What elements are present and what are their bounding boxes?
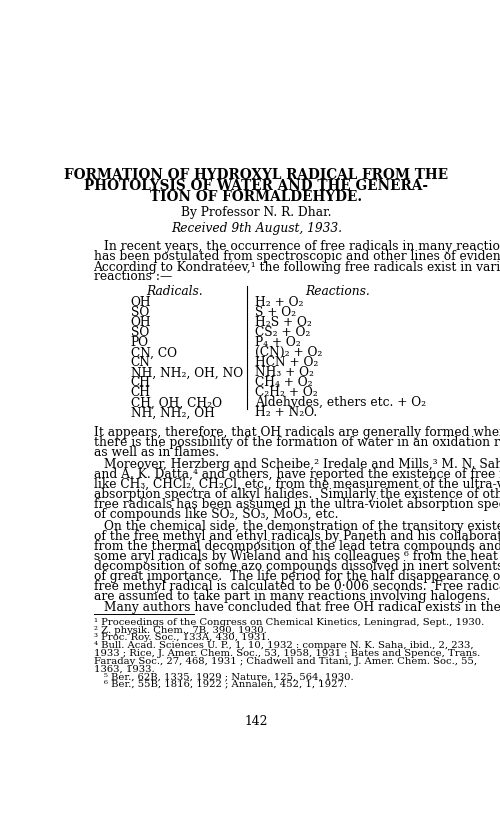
Text: of great importance.  The life period for the half disappearance of the: of great importance. The life period for…: [94, 570, 500, 582]
Text: It appears, therefore, that OH radicals are generally formed whenever: It appears, therefore, that OH radicals …: [94, 426, 500, 439]
Text: free methyl radical is calculated to be 0·006 seconds.  Free radicals: free methyl radical is calculated to be …: [94, 580, 500, 592]
Text: H₂ + N₂O.: H₂ + N₂O.: [254, 406, 317, 420]
Text: absorption spectra of alkyl halides.  Similarly the existence of other: absorption spectra of alkyl halides. Sim…: [94, 488, 500, 501]
Text: Faraday Soc., 27, 468, 1931 ; Chadwell and Titani, J. Amer. Chem. Soc., 55,: Faraday Soc., 27, 468, 1931 ; Chadwell a…: [94, 657, 476, 666]
Text: CH₄ + O₂: CH₄ + O₂: [254, 377, 312, 389]
Text: (CN)₂ + O₂: (CN)₂ + O₂: [254, 346, 322, 359]
Text: Aldehydes, ethers etc. + O₂: Aldehydes, ethers etc. + O₂: [254, 396, 426, 410]
Text: CN, CO: CN, CO: [130, 346, 176, 359]
Text: CH: CH: [130, 377, 150, 389]
Text: 1933 ; Rice, J. Amer. Chem. Soc., 53, 1958, 1931 ; Bates and Spence, Trans.: 1933 ; Rice, J. Amer. Chem. Soc., 53, 19…: [94, 649, 480, 657]
Text: Radicals.: Radicals.: [146, 285, 203, 297]
Text: decomposition of some azo compounds dissolved in inert solvents, is: decomposition of some azo compounds diss…: [94, 559, 500, 572]
Text: NH, NH₂, OH, NO: NH, NH₂, OH, NO: [130, 366, 243, 379]
Text: are assumed to take part in many reactions involving halogens.: are assumed to take part in many reactio…: [94, 590, 490, 603]
Text: CS₂ + O₂: CS₂ + O₂: [254, 326, 310, 339]
Text: from the thermal decomposition of the lead tetra compounds and of: from the thermal decomposition of the le…: [94, 539, 500, 553]
Text: H₂S + O₂: H₂S + O₂: [254, 316, 312, 330]
Text: ⁶ Ber., 55B, 1816, 1922 ; Annalen, 452, 1, 1927.: ⁶ Ber., 55B, 1816, 1922 ; Annalen, 452, …: [104, 680, 348, 689]
Text: According to Kondratéev,¹ the following free radicals exist in various: According to Kondratéev,¹ the following …: [94, 260, 500, 273]
Text: 1363, 1933.: 1363, 1933.: [94, 664, 154, 673]
Text: ⁴ Bull. Acad. Sciences U. P., 1, 10, 1932 : compare N. K. Saha, ibid., 2, 233,: ⁴ Bull. Acad. Sciences U. P., 1, 10, 193…: [94, 641, 473, 650]
Text: reactions :—: reactions :—: [94, 270, 172, 283]
Text: Reactions.: Reactions.: [305, 285, 370, 297]
Text: TION OF FORMALDEHYDE.: TION OF FORMALDEHYDE.: [150, 190, 362, 204]
Text: S + O₂: S + O₂: [254, 306, 296, 320]
Text: PO: PO: [130, 336, 148, 349]
Text: ² Z. physik. Chem., 7B, 390, 1930.: ² Z. physik. Chem., 7B, 390, 1930.: [94, 626, 266, 635]
Text: C₂H₂ + O₂: C₂H₂ + O₂: [254, 387, 318, 399]
Text: In recent years, the occurrence of free radicals in many reactions: In recent years, the occurrence of free …: [104, 240, 500, 253]
Text: there is the possibility of the formation of water in an oxidation reaction: there is the possibility of the formatio…: [94, 436, 500, 449]
Text: NH₃ + O₂: NH₃ + O₂: [254, 366, 314, 379]
Text: ⁵ Ber., 62B, 1335, 1929 ; Nature, 125, 564, 1930.: ⁵ Ber., 62B, 1335, 1929 ; Nature, 125, 5…: [104, 672, 354, 681]
Text: HCN + O₂: HCN + O₂: [254, 356, 318, 369]
Text: H₂ + O₂: H₂ + O₂: [254, 297, 303, 309]
Text: NH, NH₂, OH: NH, NH₂, OH: [130, 406, 214, 420]
Text: FORMATION OF HYDROXYL RADICAL FROM THE: FORMATION OF HYDROXYL RADICAL FROM THE: [64, 169, 448, 183]
Text: SO: SO: [130, 306, 149, 320]
Text: as well as in flames.: as well as in flames.: [94, 446, 218, 459]
Text: Received 9th August, 1933.: Received 9th August, 1933.: [171, 222, 342, 235]
Text: ¹ Proceedings of the Congress on Chemical Kinetics, Leningrad, Sept., 1930.: ¹ Proceedings of the Congress on Chemica…: [94, 618, 484, 627]
Text: has been postulated from spectroscopic and other lines of evidence.: has been postulated from spectroscopic a…: [94, 250, 500, 263]
Text: OH: OH: [130, 316, 152, 330]
Text: By Professor N. R. Dhar.: By Professor N. R. Dhar.: [181, 206, 332, 219]
Text: Moreover, Herzberg and Scheibe,² Iredale and Mills,³ M. N. Saha: Moreover, Herzberg and Scheibe,² Iredale…: [104, 458, 500, 471]
Text: free radicals has been assumed in the ultra-violet absorption spectra: free radicals has been assumed in the ul…: [94, 498, 500, 511]
Text: SO: SO: [130, 326, 149, 339]
Text: 142: 142: [244, 715, 268, 729]
Text: of the free methyl and ethyl radicals by Paneth and his collaborators ⁵: of the free methyl and ethyl radicals by…: [94, 529, 500, 543]
Text: CH, OH, CH₂O: CH, OH, CH₂O: [130, 396, 222, 410]
Text: Many authors have concluded that free OH radical exists in the: Many authors have concluded that free OH…: [104, 601, 500, 615]
Text: OH: OH: [130, 297, 152, 309]
Text: and A. K. Datta,⁴ and others, have reported the existence of free radicals: and A. K. Datta,⁴ and others, have repor…: [94, 468, 500, 481]
Text: P₄ + O₂: P₄ + O₂: [254, 336, 300, 349]
Text: PHOTOLYSIS OF WATER AND THE GENERA-: PHOTOLYSIS OF WATER AND THE GENERA-: [84, 179, 428, 193]
Text: some aryl radicals by Wieland and his colleagues ⁶ from the heat: some aryl radicals by Wieland and his co…: [94, 549, 498, 563]
Text: of compounds like SO₂, SO₃, MoO₃, etc.: of compounds like SO₂, SO₃, MoO₃, etc.: [94, 508, 338, 521]
Text: like CH₃, CHCl₂, CH₂Cl, etc., from the measurement of the ultra-violet: like CH₃, CHCl₂, CH₂Cl, etc., from the m…: [94, 478, 500, 491]
Text: ³ Proc. Roy. Soc., 133A, 430, 1931.: ³ Proc. Roy. Soc., 133A, 430, 1931.: [94, 634, 270, 643]
Text: CN: CN: [130, 356, 150, 369]
Text: On the chemical side, the demonstration of the transitory existence: On the chemical side, the demonstration …: [104, 520, 500, 533]
Text: CH: CH: [130, 387, 150, 399]
